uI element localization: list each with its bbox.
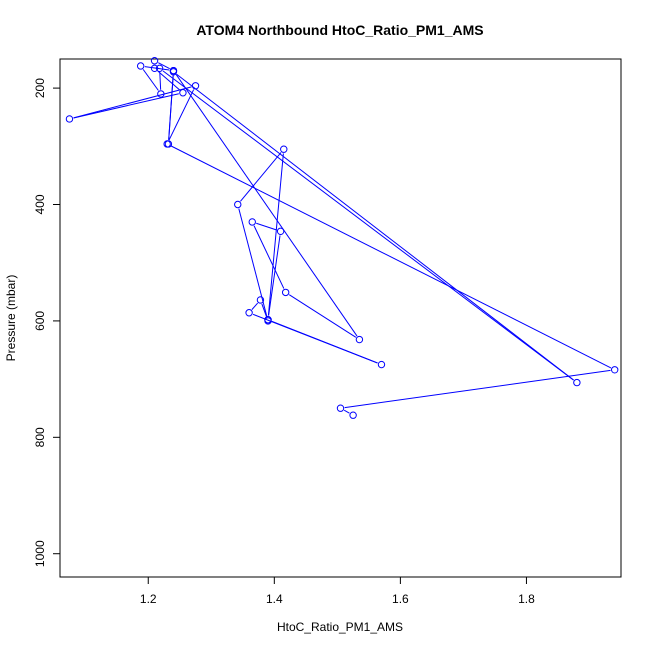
data-point (256, 296, 265, 304)
x-tick-label: 1.4 (266, 592, 283, 606)
data-point (264, 316, 272, 324)
data-point (191, 82, 200, 90)
data-point (136, 62, 145, 70)
series-segment (168, 89, 195, 141)
chart-title: ATOM4 Northbound HtoC_Ratio_PM1_AMS (196, 22, 483, 38)
data-point (248, 218, 256, 226)
plot-frame (59, 58, 622, 578)
data-point (164, 140, 173, 148)
series-segment (175, 73, 358, 337)
series-segment (261, 303, 268, 318)
series-segment (251, 302, 259, 310)
series-segment (240, 152, 282, 202)
series-segment (157, 70, 181, 91)
series-segment (170, 145, 612, 369)
data-point (281, 288, 290, 297)
y-tick-label: 200 (33, 78, 47, 98)
series-segment (344, 369, 611, 409)
series-layer (65, 57, 619, 419)
data-point (355, 335, 364, 344)
series-segment (158, 62, 170, 70)
data-point (336, 404, 345, 412)
series-segment (271, 320, 378, 364)
data-point (179, 89, 187, 97)
data-point (610, 366, 619, 374)
x-tick-label: 1.2 (140, 592, 157, 606)
data-point (234, 200, 242, 209)
y-tick-label: 600 (33, 311, 47, 331)
series-segment (238, 208, 268, 317)
series-segment (268, 235, 281, 316)
y-tick-label: 400 (33, 194, 47, 214)
data-point (169, 66, 178, 75)
series-segment (162, 70, 574, 381)
series-segment (168, 74, 174, 140)
data-point (276, 227, 285, 235)
x-axis: 1.2 1.4 1.6 1.8 (140, 577, 535, 606)
x-tick-label: 1.8 (518, 592, 535, 606)
data-point (245, 309, 253, 317)
y-axis-label: Pressure (mbar) (4, 275, 18, 362)
series-segment (159, 72, 162, 90)
data-point (280, 145, 288, 153)
data-point (349, 411, 357, 419)
x-axis-label: HtoC_Ratio_PM1_AMS (277, 620, 403, 634)
data-point (573, 378, 581, 387)
series-segment (256, 222, 277, 231)
series-segment (288, 294, 357, 338)
series-segment (142, 69, 159, 91)
data-point (65, 115, 74, 123)
y-axis: 200 400 600 800 1000 (33, 78, 60, 567)
y-tick-label: 1000 (33, 540, 47, 567)
series-segment (253, 225, 285, 289)
data-point (377, 360, 386, 369)
data-point (155, 64, 164, 73)
data-point (157, 90, 165, 98)
data-point (150, 64, 159, 73)
data-point (150, 57, 159, 65)
series-segment (73, 93, 179, 119)
series-segment (343, 409, 350, 414)
x-tick-label: 1.6 (392, 592, 409, 606)
y-tick-label: 800 (33, 427, 47, 447)
series-segment (267, 153, 284, 316)
series-segment (176, 73, 574, 381)
series-segment (144, 66, 170, 71)
